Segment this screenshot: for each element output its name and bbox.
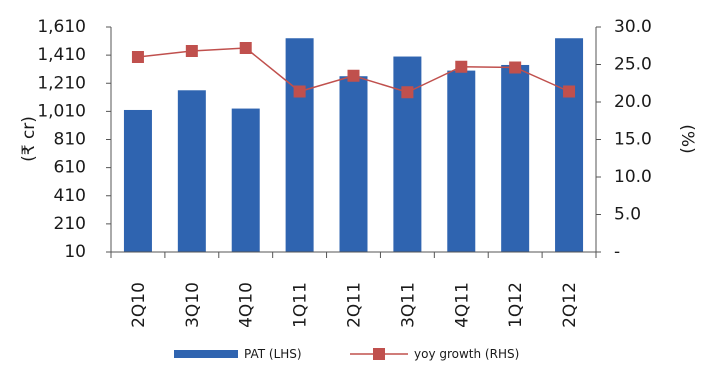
x-tick-label: 4Q11 bbox=[452, 282, 472, 328]
left-tick-label: 210 bbox=[54, 214, 86, 234]
legend-label-pat: PAT (LHS) bbox=[244, 347, 302, 361]
axes bbox=[106, 26, 601, 258]
yoy-point-2Q11 bbox=[347, 69, 360, 82]
legend-marker-yoy bbox=[373, 348, 385, 360]
right-axis-title: (%) bbox=[677, 124, 697, 153]
x-tick-label: 2Q10 bbox=[129, 282, 149, 328]
pat-bars bbox=[123, 38, 584, 252]
x-tick-label: 2Q11 bbox=[345, 282, 365, 328]
bar-4Q11 bbox=[447, 70, 476, 252]
x-tick-labels: 2Q10 3Q10 4Q10 1Q11 2Q11 3Q11 4Q11 1Q12 2Q12 bbox=[129, 282, 580, 328]
yoy-point-3Q11 bbox=[401, 86, 414, 99]
bar-1Q11 bbox=[285, 38, 314, 252]
left-tick-label: 1,010 bbox=[37, 101, 86, 121]
x-tick-label: 1Q12 bbox=[506, 282, 526, 328]
right-tick-label: 15.0 bbox=[614, 130, 652, 150]
legend-swatch-pat bbox=[174, 350, 238, 358]
left-tick-labels: 10 210 410 610 810 1,010 1,210 1,410 1,610 bbox=[37, 17, 86, 262]
left-tick-label: 1,610 bbox=[37, 17, 86, 37]
yoy-point-1Q12 bbox=[509, 61, 522, 74]
left-tick-label: 10 bbox=[64, 242, 86, 262]
yoy-point-2Q12 bbox=[563, 85, 576, 98]
left-axis-title: (₹ cr) bbox=[19, 116, 39, 162]
right-tick-label: 30.0 bbox=[614, 17, 652, 37]
right-tick-label: 25.0 bbox=[614, 55, 652, 75]
left-tick-label: 410 bbox=[54, 186, 86, 206]
bar-4Q10 bbox=[231, 108, 260, 252]
yoy-point-3Q10 bbox=[185, 45, 198, 57]
yoy-point-2Q10 bbox=[131, 51, 144, 63]
right-tick-label: 20.0 bbox=[614, 92, 652, 112]
yoy-point-4Q10 bbox=[239, 42, 252, 54]
left-tick-label: 810 bbox=[54, 130, 86, 150]
right-tick-label: 5.0 bbox=[614, 205, 641, 225]
x-tick-label: 3Q10 bbox=[183, 282, 203, 328]
bar-2Q10 bbox=[123, 109, 152, 252]
bar-1Q12 bbox=[501, 64, 530, 252]
left-tick-label: 1,410 bbox=[37, 45, 86, 65]
bar-2Q11 bbox=[339, 76, 368, 252]
x-tick-label: 4Q10 bbox=[237, 282, 257, 328]
right-tick-labels: - 5.0 10.0 15.0 20.0 25.0 30.0 bbox=[614, 17, 652, 262]
bar-3Q10 bbox=[177, 90, 206, 252]
legend: PAT (LHS) yoy growth (RHS) bbox=[174, 347, 519, 361]
x-tick-label: 2Q12 bbox=[560, 282, 580, 328]
yoy-growth-line bbox=[131, 42, 576, 99]
bar-2Q12 bbox=[555, 38, 584, 252]
yoy-point-1Q11 bbox=[293, 85, 306, 98]
left-tick-label: 610 bbox=[54, 158, 86, 178]
bar-3Q11 bbox=[393, 56, 422, 252]
yoy-point-4Q11 bbox=[455, 60, 468, 73]
right-tick-label: 10.0 bbox=[614, 167, 652, 187]
right-tick-label: - bbox=[614, 242, 620, 262]
x-tick-label: 3Q11 bbox=[398, 282, 418, 328]
x-tick-label: 1Q11 bbox=[291, 282, 311, 328]
legend-label-yoy: yoy growth (RHS) bbox=[414, 347, 519, 361]
left-tick-label: 1,210 bbox=[37, 73, 86, 93]
